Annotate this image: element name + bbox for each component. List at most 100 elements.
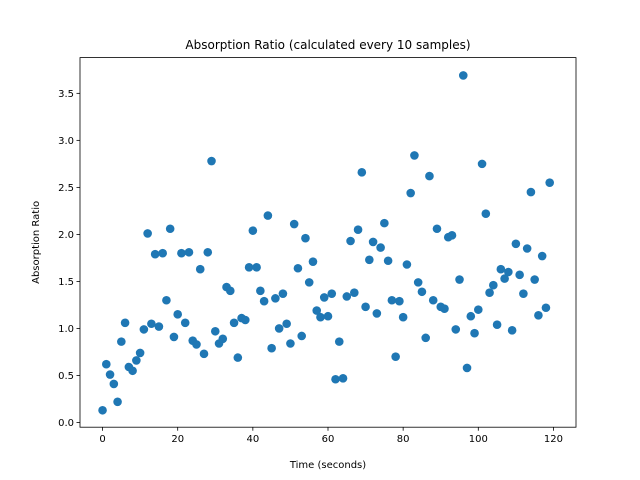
data-point xyxy=(500,274,509,283)
data-point xyxy=(308,257,318,266)
data-point xyxy=(195,264,205,274)
data-point xyxy=(361,302,370,312)
y-tick-label: 2.5 xyxy=(58,183,74,194)
data-point xyxy=(192,340,201,349)
data-point xyxy=(233,353,243,362)
data-point xyxy=(316,312,325,322)
data-point xyxy=(218,334,228,344)
data-point xyxy=(289,219,299,229)
data-point xyxy=(256,286,265,296)
data-point xyxy=(530,275,539,284)
data-point xyxy=(248,226,258,235)
x-axis-label: Time (seconds) xyxy=(289,460,366,471)
y-tick-label: 3.0 xyxy=(58,136,74,147)
data-point xyxy=(489,280,498,290)
data-point xyxy=(462,363,472,373)
data-point xyxy=(342,292,352,301)
data-point xyxy=(229,318,239,328)
data-point xyxy=(451,325,461,334)
data-point xyxy=(481,209,491,219)
data-point xyxy=(526,187,536,197)
data-point xyxy=(331,374,340,384)
data-point xyxy=(383,256,393,266)
data-point xyxy=(226,286,235,296)
data-point xyxy=(368,237,378,247)
x-tick-label: 80 xyxy=(397,434,410,445)
data-point xyxy=(504,267,513,277)
chart-title: Absorption Ratio (calculated every 10 sa… xyxy=(185,38,470,52)
data-point xyxy=(210,326,220,336)
data-point xyxy=(150,249,160,259)
data-point xyxy=(338,374,348,383)
y-tick-label: 2.0 xyxy=(58,230,74,241)
y-tick-label: 1.0 xyxy=(58,324,74,335)
data-point xyxy=(135,348,145,358)
x-tick-label: 40 xyxy=(246,434,259,445)
data-point xyxy=(304,278,314,287)
data-point xyxy=(365,255,374,265)
y-tick-label: 0.5 xyxy=(58,371,74,382)
plot-area-frame xyxy=(79,57,577,428)
data-point xyxy=(139,325,149,334)
y-axis-label: Absorption Ratio xyxy=(31,201,42,284)
data-point xyxy=(372,309,382,318)
data-point xyxy=(177,248,186,258)
data-point xyxy=(169,332,179,342)
data-point xyxy=(301,233,310,243)
data-point xyxy=(143,229,152,238)
data-point xyxy=(263,211,273,220)
data-point xyxy=(199,349,209,359)
data-point xyxy=(165,224,175,234)
data-point xyxy=(447,231,457,240)
data-point xyxy=(162,295,171,305)
data-point xyxy=(421,333,431,343)
x-tick-label: 100 xyxy=(469,434,488,445)
axis-ticks: 0 20 40 60 80 100 120 0.0 0.5 1.0 1.5 2.0 2.5 3.0 3.5 xyxy=(58,89,563,445)
data-point xyxy=(515,270,524,280)
data-point xyxy=(128,366,137,376)
data-point xyxy=(109,379,119,389)
data-point xyxy=(184,247,194,257)
x-tick-label: 60 xyxy=(322,434,335,445)
data-point xyxy=(282,319,291,329)
data-point xyxy=(173,310,182,319)
data-point xyxy=(537,251,547,261)
data-point xyxy=(132,356,141,365)
x-tick-label: 20 xyxy=(171,434,184,445)
data-point xyxy=(293,263,303,273)
x-tick-label: 0 xyxy=(99,434,105,445)
data-point xyxy=(346,236,355,246)
data-point xyxy=(507,326,517,335)
data-point xyxy=(244,263,254,272)
data-point xyxy=(417,287,427,297)
data-point xyxy=(402,260,412,269)
data-point xyxy=(406,188,415,198)
y-tick-label: 0.0 xyxy=(58,418,74,429)
data-point xyxy=(380,218,389,228)
data-point xyxy=(312,306,322,315)
data-point xyxy=(413,278,423,287)
data-point xyxy=(117,337,126,346)
data-point xyxy=(180,318,190,328)
data-point xyxy=(511,239,521,249)
data-point xyxy=(207,156,216,166)
data-point xyxy=(323,311,333,321)
data-point xyxy=(353,225,363,234)
data-point xyxy=(252,263,261,272)
data-point xyxy=(474,305,483,314)
data-point xyxy=(458,71,468,80)
data-point xyxy=(113,397,122,407)
data-point xyxy=(455,275,464,284)
data-point xyxy=(398,312,408,322)
data-point xyxy=(327,289,337,298)
y-tick-label: 1.5 xyxy=(58,277,74,288)
data-point xyxy=(98,405,107,415)
data-point xyxy=(259,296,269,306)
data-point xyxy=(286,339,295,348)
data-point xyxy=(410,151,419,160)
data-point xyxy=(154,322,164,331)
data-point xyxy=(470,328,479,338)
data-point xyxy=(545,178,554,187)
